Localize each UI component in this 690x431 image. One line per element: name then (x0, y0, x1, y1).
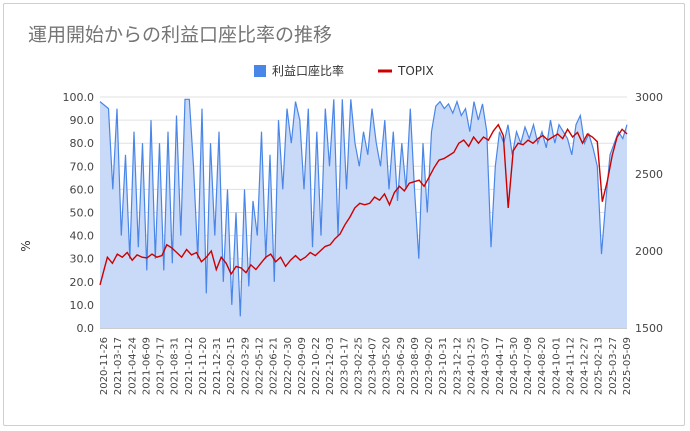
x-tick-label: 2022-02-15 (226, 337, 237, 395)
x-tick-label: 2021-06-09 (141, 337, 152, 395)
y-left-tick-label: 70.0 (70, 160, 95, 173)
y-left-tick-label: 20.0 (70, 276, 95, 289)
x-tick-label: 2023-09-20 (424, 337, 435, 395)
y-left-tick-label: 50.0 (70, 207, 95, 220)
x-tick-label: 2024-07-09 (523, 337, 534, 395)
x-tick-label: 2025-02-13 (594, 337, 605, 395)
topix-line (99, 123, 628, 286)
y-right-tick-label: 1500 (635, 322, 663, 335)
x-tick-label: 2022-09-09 (297, 337, 308, 395)
x-tick-label: 2023-06-29 (396, 337, 407, 395)
y-right-tick-label: 2500 (635, 168, 663, 181)
legend-label-ratio: 利益口座比率 (272, 63, 344, 78)
y-left-tick-label: 10.0 (70, 299, 95, 312)
x-tick-label: 2023-01-17 (339, 337, 350, 395)
x-tick-label: 2024-10-01 (551, 337, 562, 395)
x-tick-label: 2025-05-09 (622, 337, 633, 395)
x-tick-label: 2021-04-24 (127, 337, 138, 395)
legend-label-topix: TOPIX (397, 64, 434, 78)
x-tick-label: 2023-05-20 (382, 337, 393, 395)
x-tick-label: 2021-07-17 (156, 337, 167, 395)
y-axis-title: % (19, 240, 33, 251)
y-right-tick-label: 2000 (635, 245, 663, 258)
y-left-tick-label: 0.0 (77, 322, 95, 335)
x-tick-label: 2021-08-31 (170, 337, 181, 395)
x-tick-label: 2024-03-07 (481, 337, 492, 395)
x-tick-label: 2021-11-20 (198, 337, 209, 395)
legend-swatch-ratio (254, 65, 266, 77)
x-tick-label: 2022-03-29 (240, 337, 251, 395)
y-left-tick-label: 100.0 (63, 91, 95, 104)
x-tick-label: 2024-08-20 (537, 337, 548, 395)
x-tick-label: 2022-06-21 (269, 337, 280, 395)
x-tick-label: 2023-08-09 (410, 337, 421, 395)
x-tick-label: 2022-05-12 (254, 337, 265, 395)
y-left-tick-label: 80.0 (70, 137, 95, 150)
x-tick-label: 2024-05-30 (509, 337, 520, 395)
x-tick-label: 2024-01-25 (467, 337, 478, 395)
y-left-tick-label: 40.0 (70, 230, 95, 243)
y-left-tick-label: 30.0 (70, 253, 95, 266)
x-tick-label: 2024-12-27 (580, 337, 591, 395)
x-tick-label: 2023-04-07 (368, 337, 379, 395)
y-left-tick-label: 90.0 (70, 114, 95, 127)
y-right-tick-label: 3000 (635, 91, 663, 104)
x-tick-label: 2021-10-12 (184, 337, 195, 395)
x-tick-label: 2021-12-31 (212, 337, 223, 395)
x-tick-label: 2023-02-25 (353, 337, 364, 395)
x-tick-label: 2023-10-31 (438, 337, 449, 395)
x-tick-label: 2021-03-17 (113, 337, 124, 395)
x-tick-label: 2022-10-22 (311, 337, 322, 395)
x-tick-label: 2022-12-03 (325, 337, 336, 395)
chart-title: 運用開始からの利益口座比率の推移 (28, 24, 333, 46)
x-tick-label: 2025-03-27 (608, 337, 619, 395)
x-tick-label: 2024-11-12 (565, 337, 576, 395)
x-tick-label: 2020-11-26 (99, 337, 110, 395)
x-tick-label: 2022-07-30 (283, 337, 294, 395)
y-left-tick-label: 60.0 (70, 183, 95, 196)
x-tick-label: 2024-04-17 (495, 337, 506, 395)
x-tick-label: 2023-12-12 (452, 337, 463, 395)
ratio-area (100, 99, 627, 328)
